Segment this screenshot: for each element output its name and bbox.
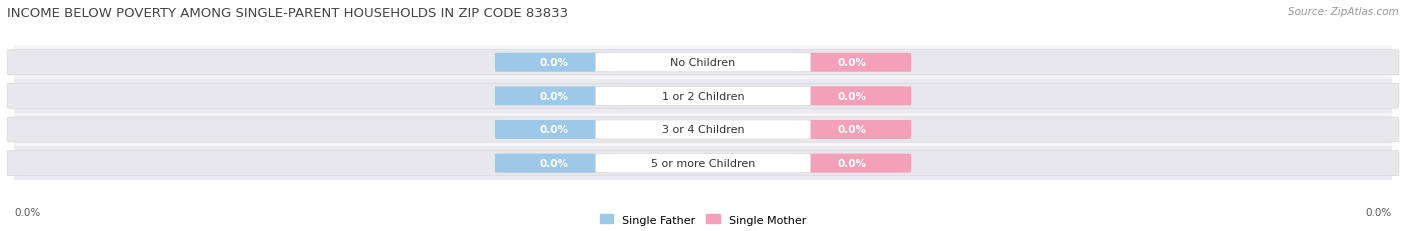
Text: 0.0%: 0.0% bbox=[838, 58, 866, 68]
Text: 0.0%: 0.0% bbox=[838, 91, 866, 101]
Text: 1 or 2 Children: 1 or 2 Children bbox=[662, 91, 744, 101]
Text: 0.0%: 0.0% bbox=[14, 207, 41, 217]
Text: 0.0%: 0.0% bbox=[838, 125, 866, 135]
Bar bbox=[14, 113, 1392, 147]
FancyBboxPatch shape bbox=[793, 53, 911, 73]
Text: 3 or 4 Children: 3 or 4 Children bbox=[662, 125, 744, 135]
Text: INCOME BELOW POVERTY AMONG SINGLE-PARENT HOUSEHOLDS IN ZIP CODE 83833: INCOME BELOW POVERTY AMONG SINGLE-PARENT… bbox=[7, 7, 568, 20]
Text: 0.0%: 0.0% bbox=[838, 158, 866, 168]
Bar bbox=[14, 147, 1392, 180]
FancyBboxPatch shape bbox=[596, 154, 810, 173]
FancyBboxPatch shape bbox=[495, 87, 613, 106]
FancyBboxPatch shape bbox=[7, 117, 1399, 143]
Text: 0.0%: 0.0% bbox=[540, 58, 568, 68]
FancyBboxPatch shape bbox=[495, 120, 613, 140]
Bar bbox=[14, 80, 1392, 113]
FancyBboxPatch shape bbox=[793, 87, 911, 106]
FancyBboxPatch shape bbox=[495, 154, 613, 173]
Text: 5 or more Children: 5 or more Children bbox=[651, 158, 755, 168]
FancyBboxPatch shape bbox=[596, 53, 810, 73]
Bar bbox=[14, 46, 1392, 80]
FancyBboxPatch shape bbox=[596, 87, 810, 106]
FancyBboxPatch shape bbox=[495, 53, 613, 73]
Text: 0.0%: 0.0% bbox=[540, 125, 568, 135]
FancyBboxPatch shape bbox=[793, 154, 911, 173]
FancyBboxPatch shape bbox=[7, 84, 1399, 109]
Legend: Single Father, Single Mother: Single Father, Single Mother bbox=[596, 210, 810, 229]
FancyBboxPatch shape bbox=[7, 50, 1399, 76]
Text: 0.0%: 0.0% bbox=[540, 158, 568, 168]
Text: Source: ZipAtlas.com: Source: ZipAtlas.com bbox=[1288, 7, 1399, 17]
FancyBboxPatch shape bbox=[793, 120, 911, 140]
FancyBboxPatch shape bbox=[7, 151, 1399, 176]
Text: 0.0%: 0.0% bbox=[1365, 207, 1392, 217]
Text: 0.0%: 0.0% bbox=[540, 91, 568, 101]
Text: No Children: No Children bbox=[671, 58, 735, 68]
FancyBboxPatch shape bbox=[596, 120, 810, 140]
